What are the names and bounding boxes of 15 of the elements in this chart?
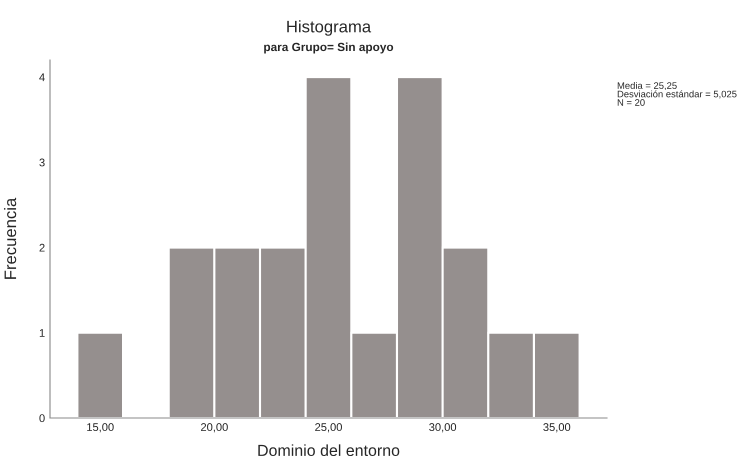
y-tick-label: 4 bbox=[39, 73, 45, 82]
x-tick-label: 15,00 bbox=[87, 423, 114, 432]
y-tick-label: 2 bbox=[40, 244, 45, 252]
x-tick-label: 30,00 bbox=[429, 423, 456, 432]
x-axis-title: Dominio del entorno bbox=[258, 444, 400, 456]
x-tick-label: 25,00 bbox=[315, 423, 342, 432]
y-axis-title: Frecuencia bbox=[4, 198, 16, 279]
y-tick-label: 3 bbox=[39, 158, 45, 166]
chart-subtitle: para Grupo= Sin apoyo bbox=[264, 42, 394, 54]
y-tick-label: 0 bbox=[39, 414, 45, 422]
chart-title: Histograma bbox=[287, 20, 372, 36]
x-tick-label: 35,00 bbox=[543, 423, 570, 432]
y-tick-label: 1 bbox=[40, 329, 45, 337]
text: Media = 25,25 Desviación estándar = 5,025 N = 20 bbox=[618, 82, 737, 106]
x-tick-label: 20,00 bbox=[201, 423, 228, 432]
